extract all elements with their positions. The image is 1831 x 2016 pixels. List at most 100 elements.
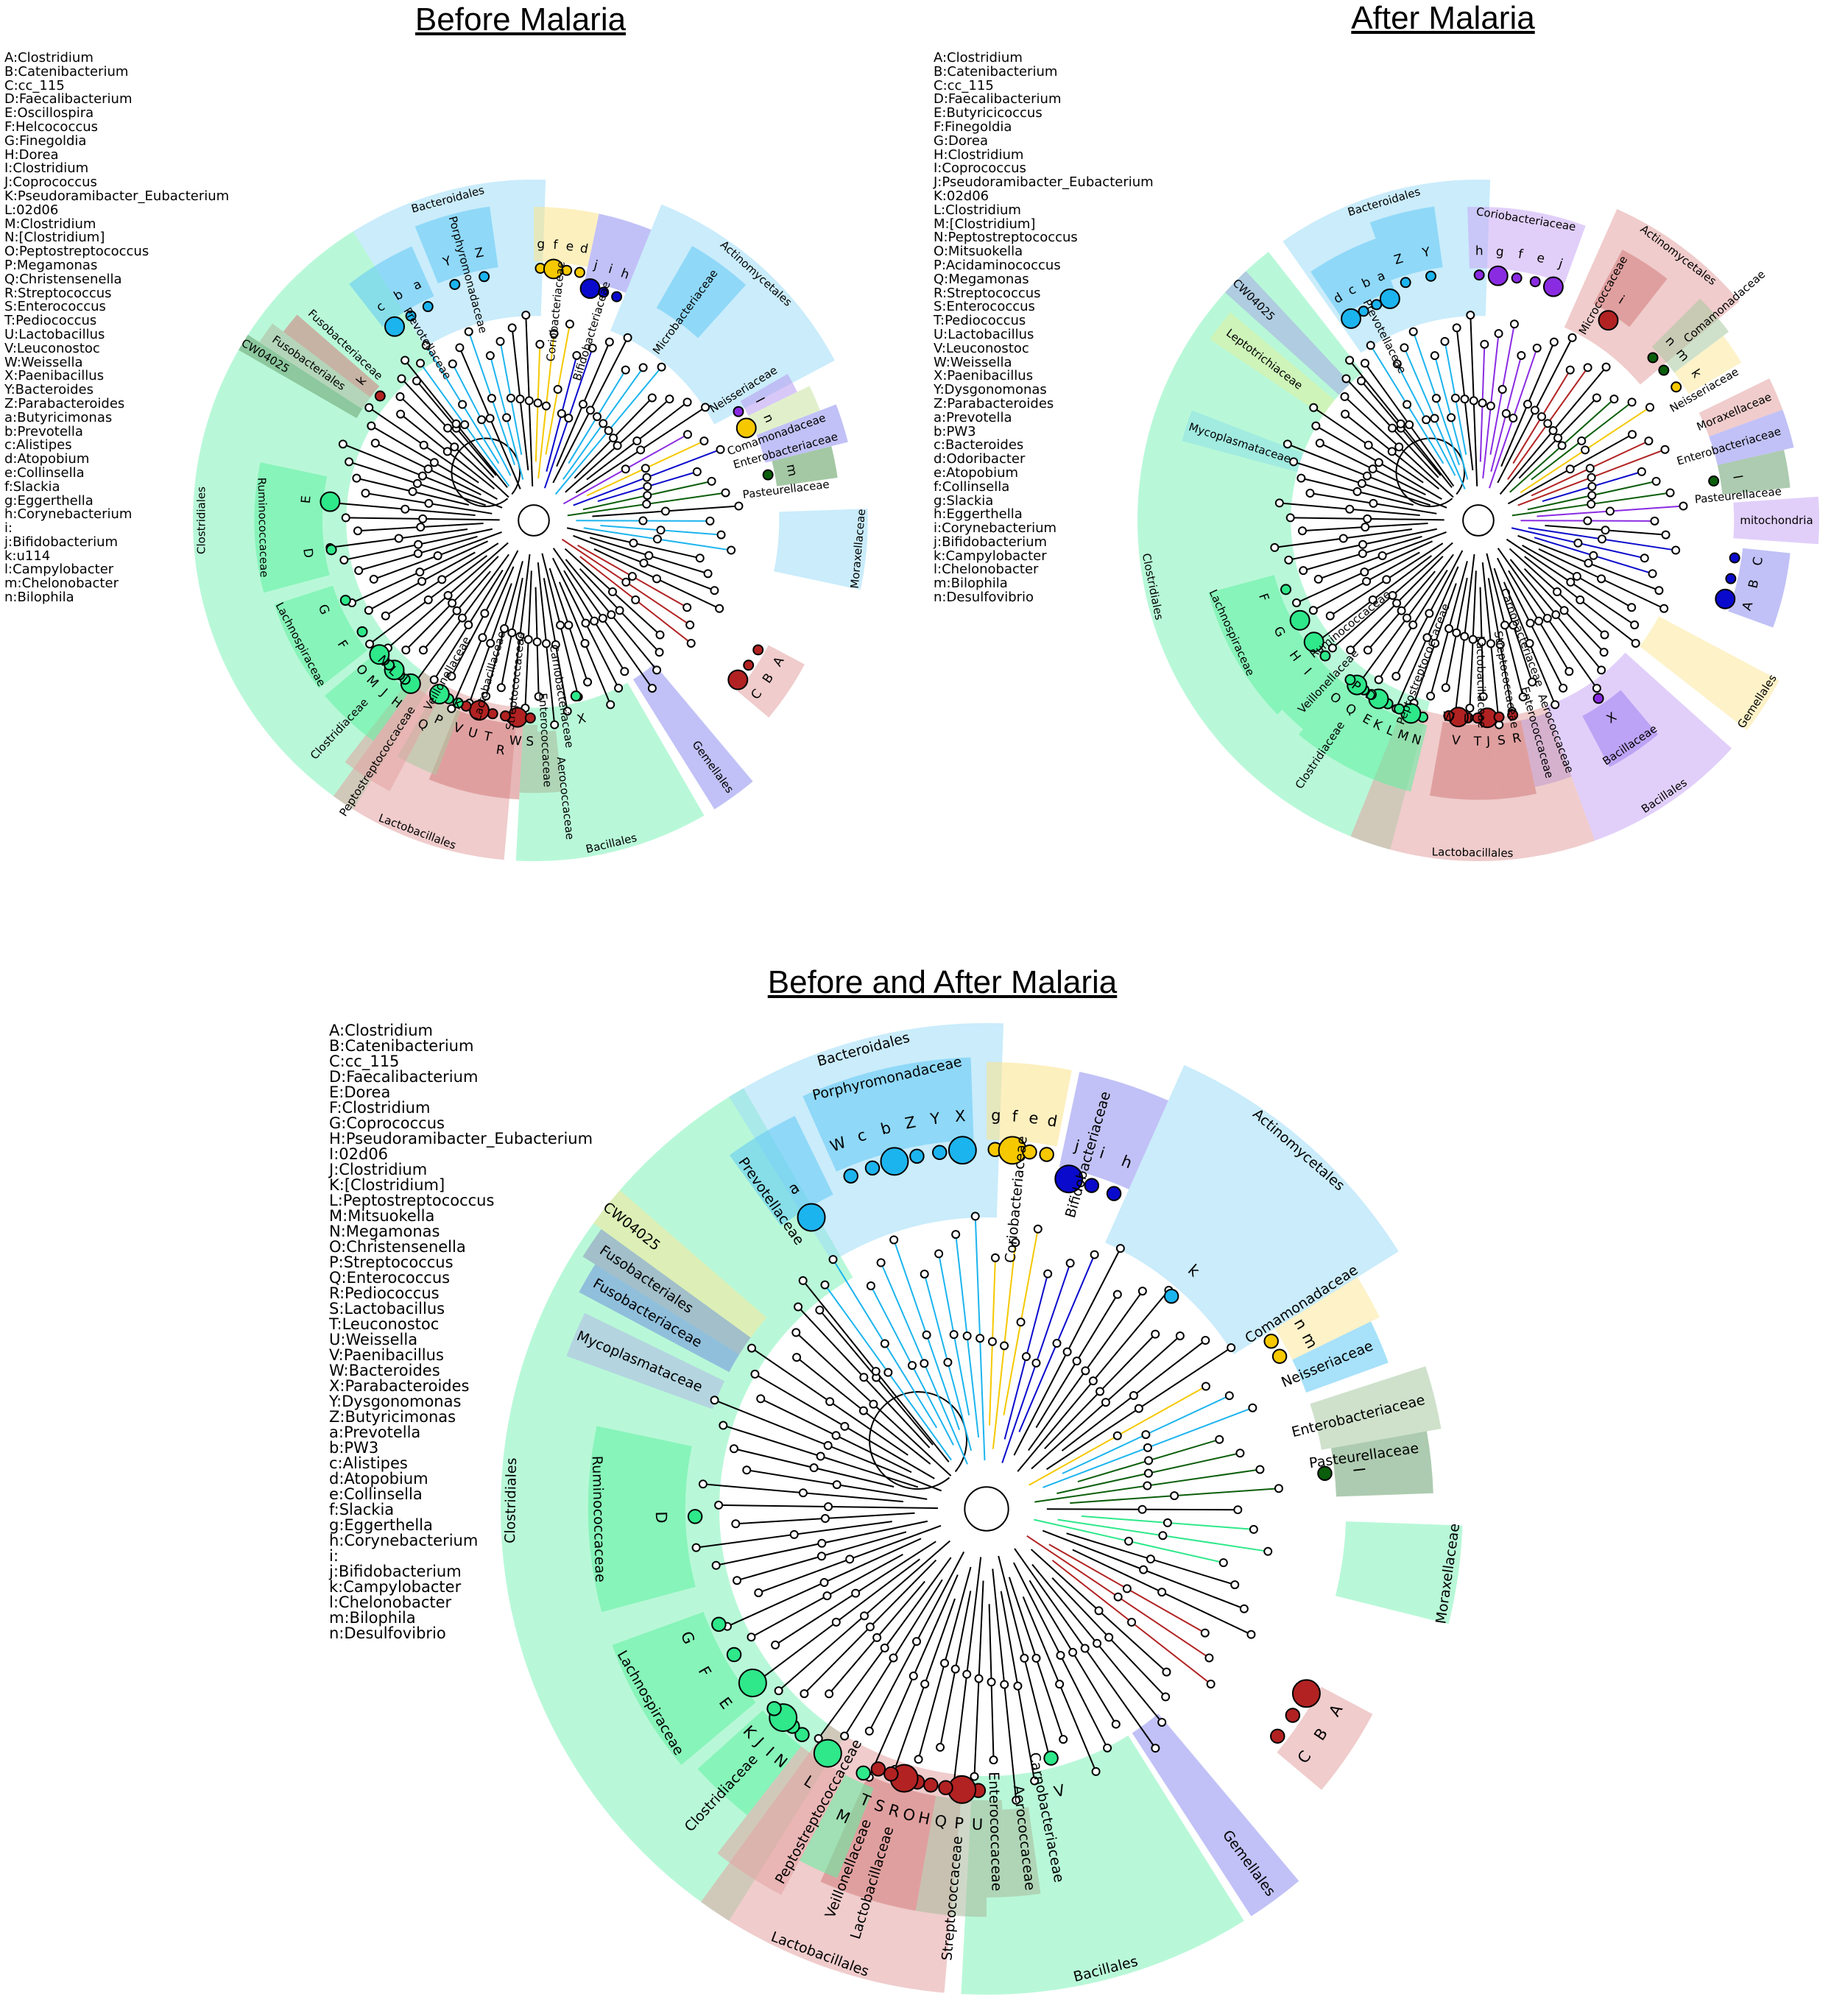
leaf-node <box>1112 1290 1122 1299</box>
leaf-node <box>1661 530 1671 540</box>
clade-highlight-wedge <box>414 206 498 284</box>
biomarker-node <box>1511 272 1523 284</box>
tree-node <box>1137 1504 1147 1514</box>
node-letter: U <box>1463 712 1472 727</box>
leaf-node <box>1137 1287 1147 1296</box>
leaf-node <box>638 363 648 372</box>
biomarker-node <box>743 659 755 671</box>
leaf-node <box>395 392 405 401</box>
tree-node <box>1143 1443 1152 1452</box>
tree-node <box>798 1488 808 1498</box>
tree-node <box>1357 478 1366 488</box>
tree-node <box>1013 1681 1023 1691</box>
legend-entry: Q:Megamonas <box>934 271 1029 287</box>
clade-highlight-wedge <box>1298 682 1380 768</box>
biomarker-node <box>1542 276 1564 297</box>
legend-entry: J:Clostridium <box>329 1161 428 1178</box>
leaf-node <box>774 1686 783 1696</box>
leaf-node <box>1201 1336 1210 1345</box>
leaf-node <box>1363 646 1372 655</box>
leaf-node <box>345 457 354 467</box>
leaf-node <box>1313 574 1323 584</box>
clade-highlight-wedge <box>428 710 498 796</box>
biomarker-node <box>374 390 386 402</box>
node-letter: l <box>1350 1467 1367 1473</box>
tree-node <box>1577 436 1587 446</box>
node-letter: m <box>783 463 800 478</box>
legend-entry: F:Finegoldia <box>934 119 1012 135</box>
leaf-node <box>421 341 431 350</box>
root-node <box>964 1486 1009 1532</box>
tree-node <box>1534 616 1544 626</box>
tree-node <box>443 590 453 600</box>
leaf-node <box>367 421 376 431</box>
legend-entry: E:Butyricicoccus <box>934 105 1042 121</box>
leaf-node <box>534 692 543 701</box>
clade-highlight-wedge <box>1717 450 1791 495</box>
legend-entry: k:Campylobacter <box>934 548 1047 564</box>
leaf-node <box>686 638 696 648</box>
biomarker-node <box>948 1136 977 1165</box>
leaf-node <box>623 333 632 342</box>
clade-highlight-wedge <box>1520 718 1549 788</box>
leaf-node <box>1274 498 1284 508</box>
leaf-node <box>652 665 662 675</box>
tree-node <box>872 1633 882 1642</box>
biomarker-node <box>1341 308 1362 329</box>
tree-node <box>515 632 525 641</box>
tree-node <box>642 499 652 509</box>
biomarker-node <box>923 1778 939 1793</box>
tree-node <box>1000 1341 1009 1351</box>
leaf-node <box>1255 1465 1265 1474</box>
leaf-node <box>1227 1343 1236 1352</box>
leaf-node <box>1466 311 1475 320</box>
leaf-node <box>1356 376 1366 386</box>
tree-node <box>907 1361 917 1370</box>
legend-entry: e:Collinsella <box>329 1485 423 1503</box>
legend-entry: P:Acidaminococcus <box>934 257 1061 273</box>
tree-node <box>1062 1347 1072 1357</box>
leaf-node <box>1528 677 1537 687</box>
leaf-node <box>416 358 426 368</box>
legend-entry: N:Megamonas <box>329 1223 440 1240</box>
node-letter: S <box>1497 733 1506 749</box>
tree-node <box>889 1653 898 1663</box>
leaf-node <box>1161 1692 1171 1702</box>
leaf-node <box>354 566 364 576</box>
clade-highlight-wedge <box>1698 378 1783 436</box>
biomarker-node <box>356 626 368 637</box>
tree-node <box>1088 1376 1098 1386</box>
legend-entry: T:Pediococcus <box>4 313 97 329</box>
leaf-node <box>1030 1776 1040 1786</box>
legend-entry: b:PW3 <box>934 423 976 439</box>
biomarker-node <box>1729 552 1740 564</box>
legend-entry: H:Pseudoramibacter_Eubacterium <box>329 1130 593 1147</box>
leaf-node <box>754 1588 763 1597</box>
leaf-node <box>352 473 361 483</box>
leaf-node <box>550 720 560 729</box>
tree-node <box>851 1588 861 1598</box>
leaf-node <box>1043 1269 1053 1278</box>
biomarker-node <box>1344 674 1356 685</box>
tree-node <box>553 385 562 395</box>
clade-label: Enterococcaceae <box>985 1772 1004 1892</box>
leaf-node <box>701 403 710 412</box>
leaf-node <box>1671 545 1681 555</box>
tree-node <box>609 434 618 443</box>
tree-node <box>1573 538 1583 548</box>
tree-node <box>1397 606 1406 615</box>
leaf-node <box>1679 501 1688 511</box>
tree-node <box>1055 1680 1065 1689</box>
node-letter: T <box>481 729 493 745</box>
tree-node <box>1478 398 1487 408</box>
clade-highlight-wedge <box>1002 1808 1028 1897</box>
tree-node <box>507 628 517 637</box>
clade-highlight-wedge <box>915 1795 987 1917</box>
node-letter: l <box>1729 474 1745 480</box>
leaf-node <box>914 1755 923 1764</box>
biomarker-node <box>1507 709 1519 721</box>
tree-node <box>1460 632 1470 641</box>
leaf-node <box>1564 667 1574 676</box>
legend-entry: C:cc_115 <box>329 1053 400 1070</box>
tree-node <box>604 426 613 436</box>
